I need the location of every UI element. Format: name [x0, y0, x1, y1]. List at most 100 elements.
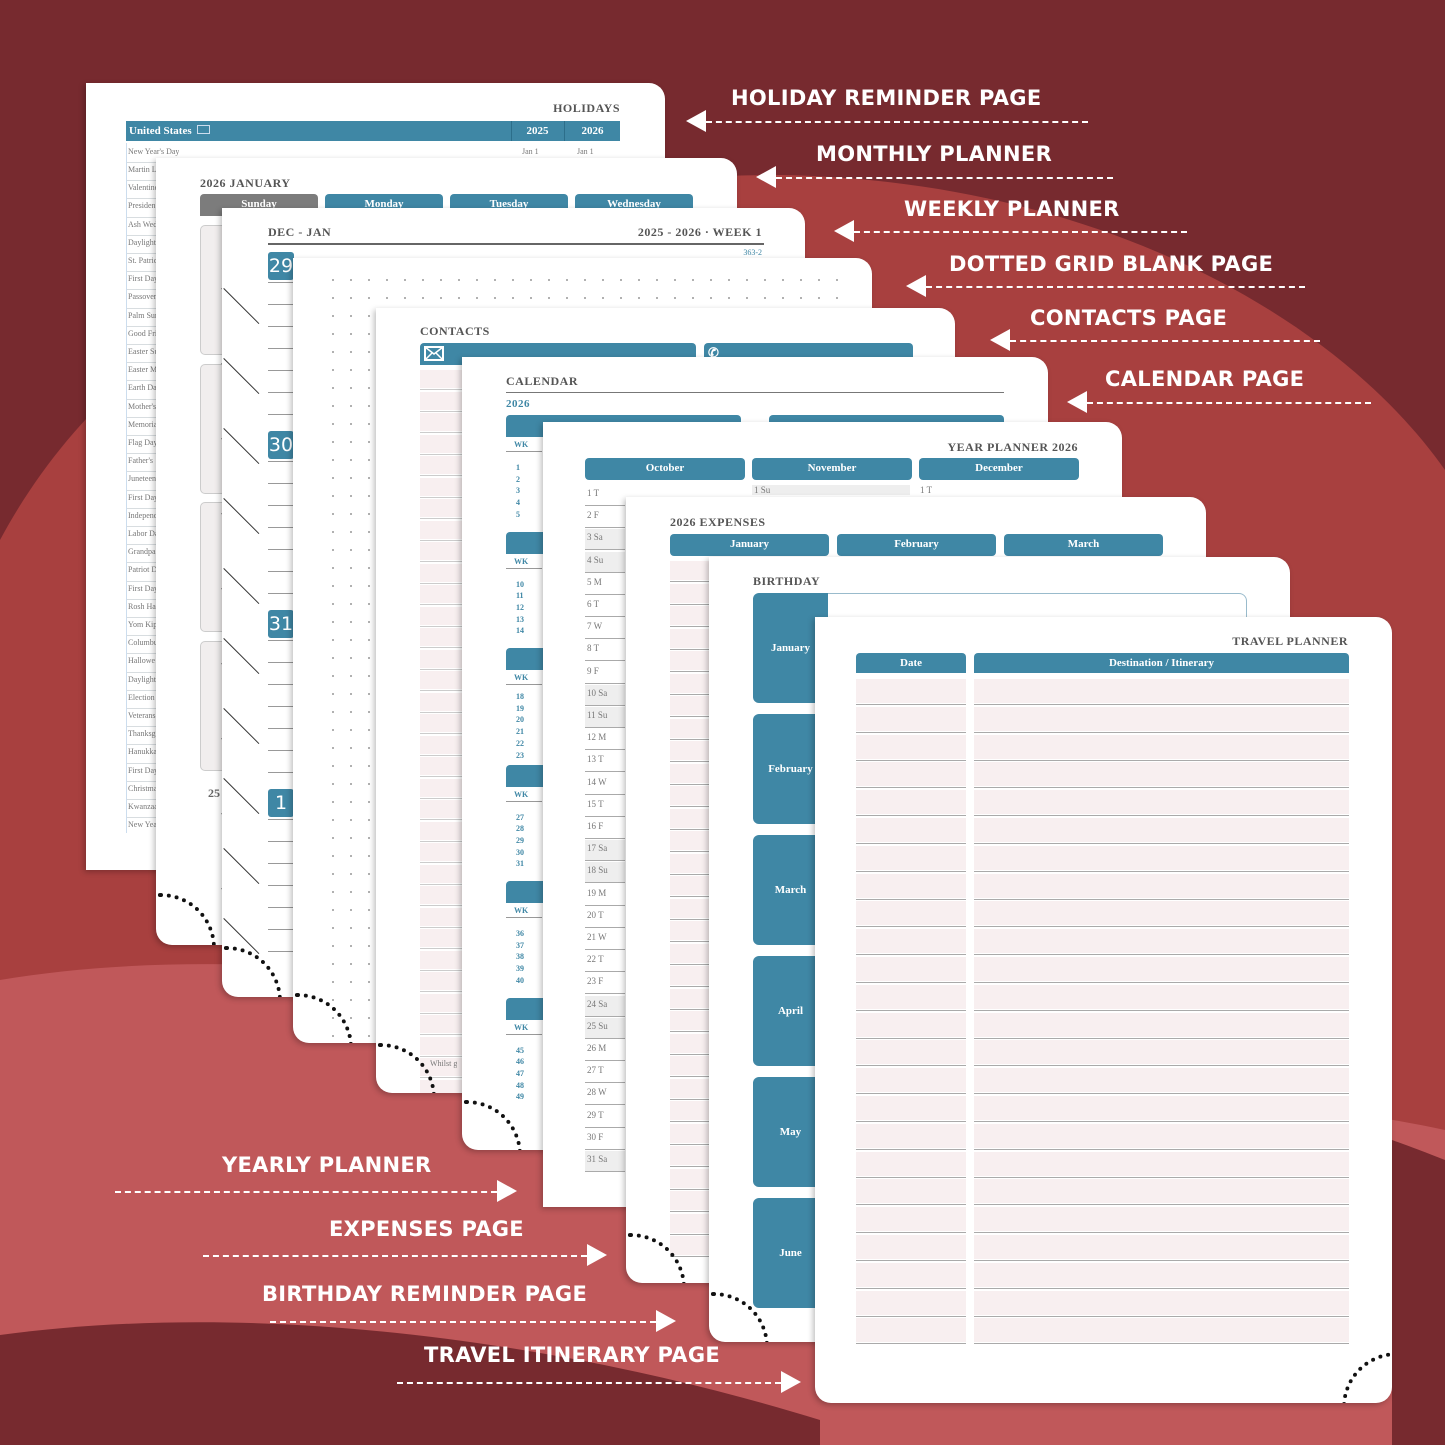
travel-row-destination	[974, 1179, 1349, 1204]
grid-dot	[368, 459, 370, 461]
grid-dot	[674, 279, 676, 281]
expense-row	[670, 628, 710, 648]
expense-row	[670, 808, 710, 828]
expense-row	[670, 1191, 710, 1210]
grid-dot	[368, 405, 370, 407]
grid-dot	[368, 765, 370, 767]
grid-dot	[404, 279, 406, 281]
grid-dot	[602, 279, 604, 281]
holiday-name: First Day	[128, 274, 158, 284]
travel-row-date	[856, 1012, 966, 1037]
row-divider	[856, 982, 966, 983]
grid-dot	[332, 369, 334, 371]
grid-dot	[818, 279, 820, 281]
day-divider	[585, 593, 625, 595]
holiday-name: Thanksgi	[128, 729, 158, 739]
row-divider	[670, 603, 710, 605]
travel-itinerary-page: TRAVEL PLANNER Date Destination / Itiner…	[815, 617, 1392, 1403]
day-divider	[585, 749, 625, 751]
row-divider	[974, 1176, 1349, 1178]
grid-dot	[530, 297, 532, 299]
row-divider	[974, 898, 1349, 900]
day-divider	[585, 882, 625, 884]
expense-row	[670, 786, 710, 805]
holiday-name: Valentine	[128, 183, 158, 193]
grid-dot	[368, 495, 370, 497]
grid-dot	[566, 279, 568, 281]
october-day: 28 W	[587, 1087, 607, 1098]
grid-dot	[350, 999, 352, 1001]
holiday-name: St. Patric	[128, 256, 158, 265]
week-label: WK	[514, 1022, 529, 1032]
grid-dot	[332, 657, 334, 659]
entry-line	[268, 684, 308, 685]
background-dark-corner	[1392, 1140, 1445, 1445]
grid-dot	[332, 639, 334, 641]
dropdown-icon[interactable]	[197, 125, 211, 134]
day-divider	[585, 704, 625, 706]
grid-dot	[332, 873, 334, 875]
day-divider	[585, 571, 625, 573]
grid-dot	[350, 369, 352, 371]
row-divider	[670, 738, 710, 740]
dotted-arc-decoration	[156, 893, 216, 945]
holiday-date-2025: Jan 1	[522, 147, 539, 156]
grid-dot	[332, 837, 334, 839]
row-divider	[856, 1287, 966, 1289]
holiday-header-bar: United States	[126, 121, 620, 141]
travel-row-destination	[974, 1068, 1349, 1093]
grid-dot	[368, 369, 370, 371]
travel-row-destination	[974, 762, 1349, 787]
travel-row-date	[856, 1151, 966, 1176]
grid-dot	[350, 927, 352, 929]
grid-dot	[350, 711, 352, 713]
grid-dot	[368, 621, 370, 623]
entry-line	[268, 304, 308, 305]
week-number: 1	[516, 463, 520, 472]
grid-dot	[512, 279, 514, 281]
row-divider	[856, 954, 966, 956]
grid-dot	[332, 675, 334, 677]
grid-dot	[656, 279, 658, 281]
grid-dot	[350, 801, 352, 803]
row-divider	[974, 704, 1349, 705]
entry-line	[268, 392, 308, 393]
grid-dot	[746, 297, 748, 299]
grid-dot	[674, 297, 676, 299]
grid-dot	[350, 963, 352, 965]
grid-dot	[476, 279, 478, 281]
row-divider	[670, 1008, 710, 1010]
week-number: 36	[516, 929, 524, 938]
row-divider	[670, 626, 710, 627]
october-day: 9 F	[587, 665, 599, 676]
country-select[interactable]: United States	[129, 125, 192, 137]
entry-line	[268, 907, 308, 908]
day-divider	[585, 926, 625, 928]
travel-row-date	[856, 1179, 966, 1204]
grid-dot	[548, 297, 550, 299]
october-day: 13 T	[587, 754, 604, 765]
grid-dot	[332, 963, 334, 965]
travel-row-destination	[974, 1318, 1349, 1343]
row-divider	[974, 815, 1349, 817]
holiday-name: Labor Da	[128, 529, 158, 538]
october-day: 22 T	[587, 954, 604, 965]
travel-row-destination	[974, 1290, 1349, 1315]
travel-row-destination	[974, 873, 1349, 898]
entry-line	[268, 819, 308, 820]
row-divider	[856, 1037, 966, 1039]
grid-dot	[332, 315, 334, 317]
row-divider	[856, 1065, 966, 1067]
grid-dot	[350, 765, 352, 767]
dashed-pointer	[1087, 402, 1371, 404]
grid-dot	[368, 675, 370, 677]
travel-row-destination	[974, 1123, 1349, 1148]
entry-line	[268, 483, 308, 484]
holiday-name: New Yea	[128, 820, 157, 830]
week-number: 22	[516, 738, 524, 748]
october-day: 1 T	[587, 488, 600, 498]
travel-row-date	[856, 929, 966, 954]
week-number: 47	[516, 1068, 524, 1078]
grid-dot	[368, 711, 370, 713]
row-divider	[670, 986, 710, 987]
